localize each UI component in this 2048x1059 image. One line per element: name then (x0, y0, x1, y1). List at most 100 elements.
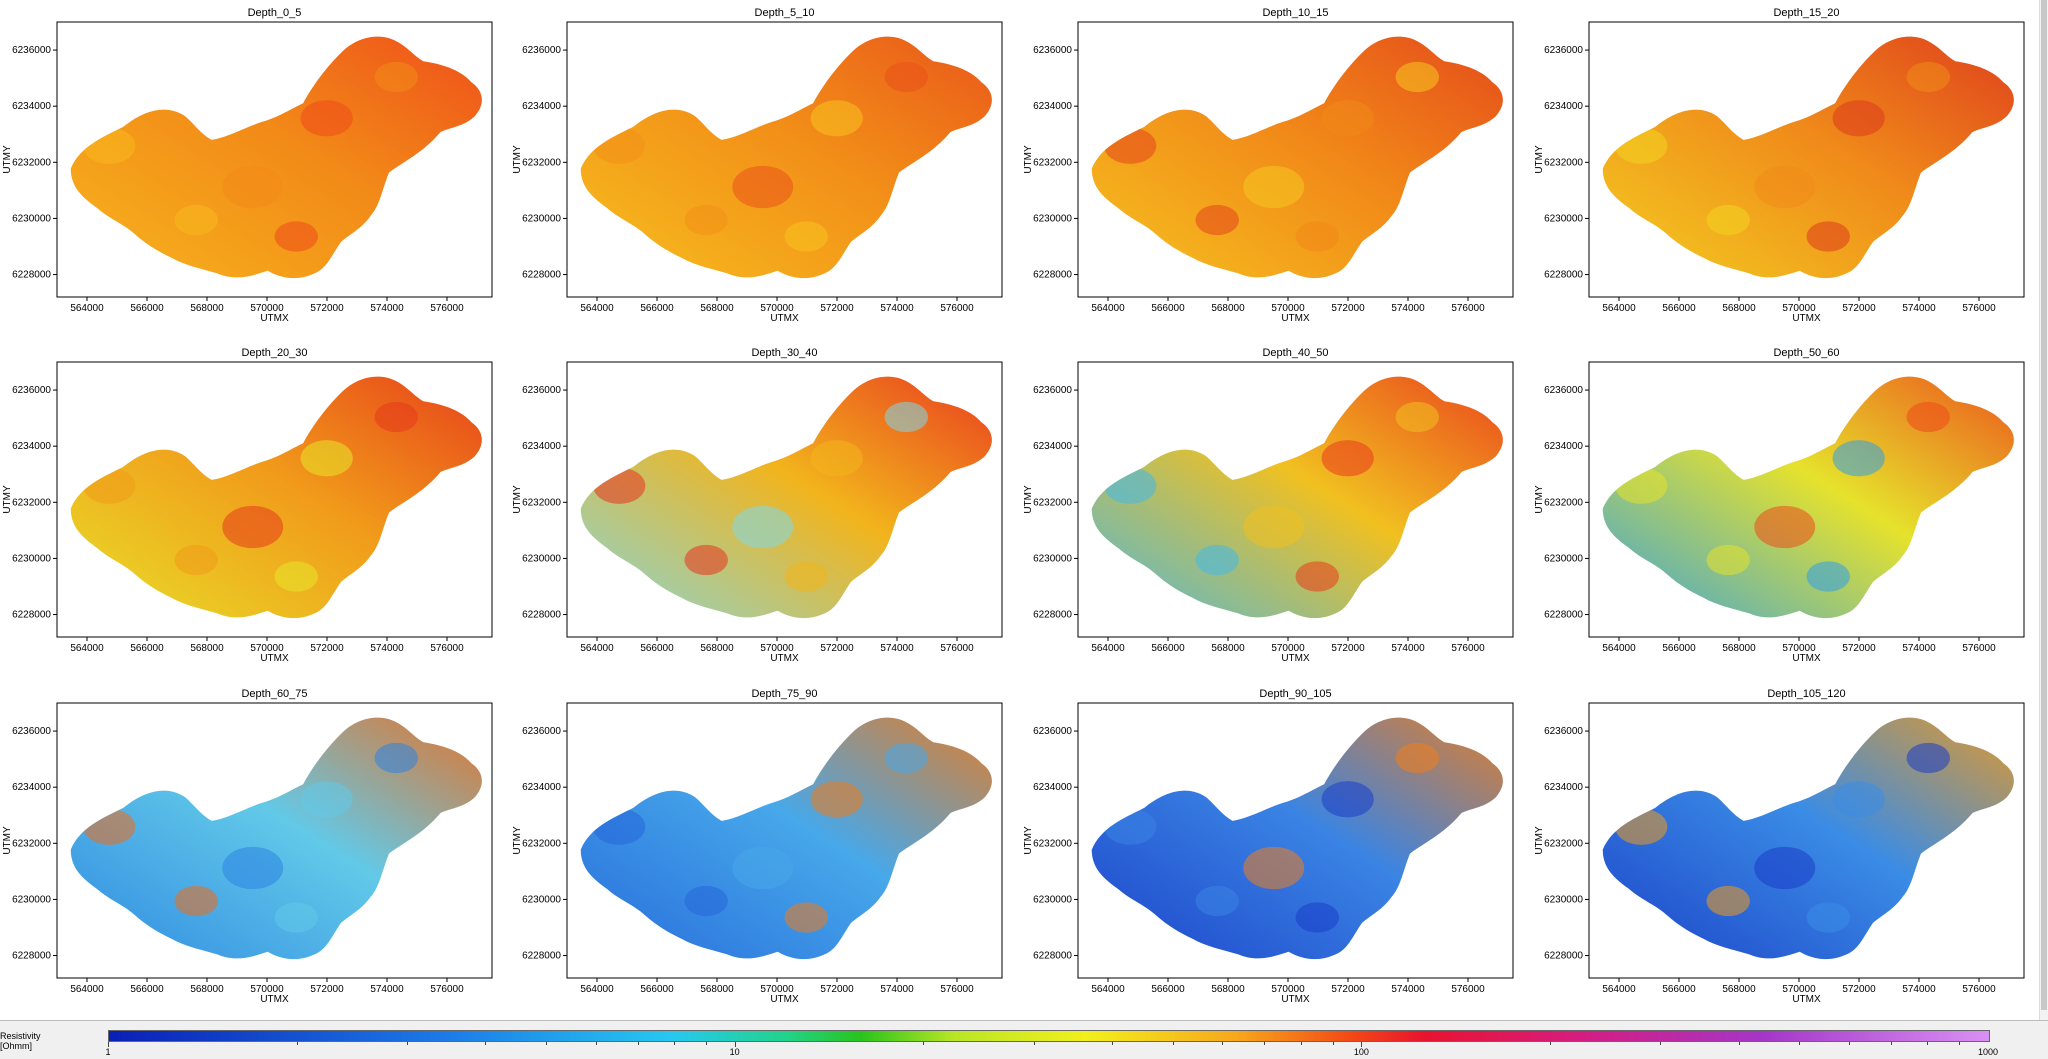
x-tick-label: 568000 (1211, 643, 1245, 654)
x-tick-label: 576000 (1451, 643, 1485, 654)
x-tick-label: 570000 (1271, 643, 1305, 654)
y-tick-label: 6228000 (12, 610, 51, 621)
y-tick-label: 6230000 (12, 894, 51, 905)
depth-panel-svg: Depth_60_75 564000 566000 568000 570000 57200… (2, 688, 493, 1005)
depth-panel-svg: Depth_10_15 564000 566000 568000 570000 57200… (1023, 7, 1514, 324)
y-tick-label: 6234000 (522, 441, 561, 452)
colorbar-tick-mark (734, 1042, 736, 1047)
y-axis-label: UTMY (1534, 485, 1545, 514)
x-tick-label: 568000 (700, 984, 734, 995)
y-tick-label: 6230000 (1033, 213, 1072, 224)
x-tick-label: 574000 (370, 643, 404, 654)
x-tick-label: 570000 (1271, 984, 1305, 995)
x-tick-label: 568000 (1722, 303, 1756, 314)
x-tick-label: 564000 (580, 984, 614, 995)
x-tick-label: 576000 (1451, 984, 1485, 995)
y-tick-label: 6230000 (1544, 213, 1583, 224)
x-tick-label: 572000 (1842, 984, 1876, 995)
x-axis-label: UTMX (1281, 994, 1310, 1005)
x-tick-label: 576000 (1451, 303, 1485, 314)
y-tick-label: 6236000 (522, 726, 561, 737)
x-axis-label: UTMX (770, 313, 799, 324)
depth-panel-svg: Depth_30_40 564000 566000 568000 570000 57200… (512, 347, 1003, 664)
y-tick-label: 6236000 (1033, 45, 1072, 56)
x-tick-label: 572000 (1842, 303, 1876, 314)
y-tick-label: 6234000 (1544, 441, 1583, 452)
x-tick-label: 566000 (1151, 643, 1185, 654)
x-axis-label: UTMX (260, 313, 289, 324)
colorbar-tick-label: 1 (105, 1047, 111, 1057)
y-tick-label: 6236000 (1544, 45, 1583, 56)
x-tick-label: 564000 (1602, 643, 1636, 654)
y-tick-label: 6228000 (1544, 270, 1583, 281)
y-tick-label: 6234000 (12, 441, 51, 452)
x-tick-label: 570000 (760, 984, 794, 995)
depth-panel-5: Depth_20_30 564000 566000 568000 570000 57200… (0, 340, 510, 680)
colorbar-tick-label: 1000 (1977, 1047, 1999, 1057)
x-tick-label: 564000 (580, 303, 614, 314)
y-tick-label: 6236000 (1544, 385, 1583, 396)
x-tick-label: 576000 (430, 984, 464, 995)
depth-panel-svg: Depth_40_50 564000 566000 568000 570000 57200… (1023, 347, 1514, 664)
x-tick-label: 570000 (1782, 643, 1816, 654)
y-tick-label: 6232000 (1033, 157, 1072, 168)
x-tick-label: 564000 (70, 303, 104, 314)
y-tick-label: 6228000 (1033, 951, 1072, 962)
panel-title: Depth_10_15 (1262, 7, 1328, 19)
x-tick-label: 572000 (820, 643, 854, 654)
x-tick-label: 566000 (640, 984, 674, 995)
x-tick-label: 564000 (580, 643, 614, 654)
y-tick-label: 6228000 (522, 610, 561, 621)
x-tick-label: 570000 (1271, 303, 1305, 314)
panel-title: Depth_15_20 (1773, 7, 1839, 19)
x-tick-label: 572000 (1331, 643, 1365, 654)
x-tick-label: 574000 (1391, 984, 1425, 995)
x-axis-label: UTMX (260, 994, 289, 1005)
y-tick-label: 6230000 (1544, 553, 1583, 564)
y-tick-label: 6236000 (12, 726, 51, 737)
y-tick-label: 6236000 (522, 45, 561, 56)
y-axis-label: UTMY (1534, 145, 1545, 174)
x-tick-label: 576000 (940, 984, 974, 995)
y-axis-label: UTMY (512, 826, 523, 855)
x-tick-label: 568000 (1211, 303, 1245, 314)
y-tick-label: 6232000 (1033, 497, 1072, 508)
colorbar-tick-mark (1033, 1042, 1035, 1045)
depth-panel-9: Depth_60_75 564000 566000 568000 570000 57200… (0, 681, 510, 1021)
x-tick-label: 564000 (1602, 303, 1636, 314)
colorbar-tick-mark (485, 1042, 487, 1045)
y-axis-label: UTMY (2, 485, 13, 514)
colorbar-tick-mark (1890, 1042, 1892, 1045)
y-tick-label: 6236000 (12, 385, 51, 396)
x-tick-label: 566000 (130, 984, 164, 995)
colorbar-tick-label: 10 (729, 1047, 740, 1057)
x-tick-label: 566000 (1662, 303, 1696, 314)
colorbar-tick-mark (1848, 1042, 1850, 1045)
colorbar-tick-mark (1799, 1042, 1801, 1045)
depth-panel-svg: Depth_75_90 564000 566000 568000 570000 57200… (512, 688, 1003, 1005)
colorbar-tick-mark (923, 1042, 925, 1045)
scrollbar-thumb[interactable] (2041, 0, 2047, 1010)
colorbar-tick-mark (1300, 1042, 1302, 1045)
colorbar-tick-mark (406, 1042, 408, 1045)
x-tick-label: 570000 (250, 303, 284, 314)
x-tick-label: 568000 (1722, 984, 1756, 995)
x-tick-label: 566000 (1151, 303, 1185, 314)
vertical-scrollbar[interactable] (2039, 0, 2048, 1020)
depth-panel-6: Depth_30_40 564000 566000 568000 570000 57200… (510, 340, 1020, 680)
x-tick-label: 568000 (190, 643, 224, 654)
depth-panel-svg: Depth_5_10 564000 566000 568000 570000 572000… (512, 7, 1003, 324)
x-tick-label: 566000 (130, 303, 164, 314)
y-tick-label: 6232000 (1544, 838, 1583, 849)
x-tick-label: 570000 (250, 984, 284, 995)
colorbar-tick-mark (1549, 1042, 1551, 1045)
x-tick-label: 572000 (820, 303, 854, 314)
colorbar-tick-label: 100 (1353, 1047, 1369, 1057)
depth-panel-11: Depth_90_105 564000 566000 568000 570000 5720… (1021, 681, 1531, 1021)
y-tick-label: 6232000 (12, 157, 51, 168)
colorbar-tick-mark (1361, 1042, 1363, 1047)
colorbar-label: Resistivity [Ohmm] (0, 1031, 41, 1051)
depth-panel-1: Depth_0_5 564000 566000 568000 570000 572000 5… (0, 0, 510, 340)
y-tick-label: 6230000 (522, 553, 561, 564)
y-axis-label: UTMY (1534, 826, 1545, 855)
